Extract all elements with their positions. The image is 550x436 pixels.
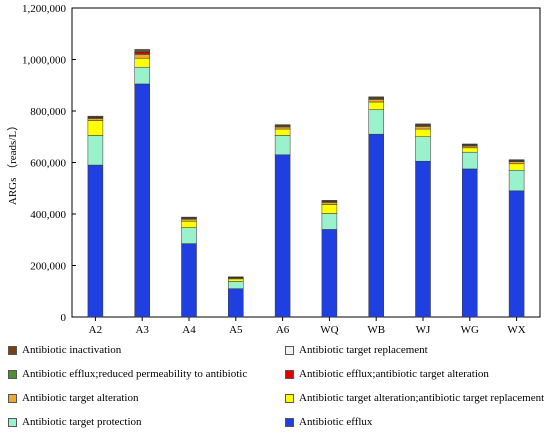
bar-segment [462,151,478,170]
x-tick-label: WJ [416,324,431,336]
bar-segment [134,83,150,318]
legend-item: Antibiotic efflux;reduced permeability t… [8,368,247,380]
x-tick-label: WB [367,324,385,336]
bar-segment [181,218,197,222]
bar-segment [181,216,197,219]
bar-segment [368,96,384,99]
x-tick-label: A2 [89,324,102,336]
legend-label: Antibiotic target alteration [22,392,139,404]
legend-label: Antibiotic target protection [22,416,142,428]
bar-segment [274,126,291,130]
legend-item: Antibiotic efflux [285,416,372,428]
bar-segment [87,120,104,136]
legend-swatch [8,369,17,379]
y-tick-label: 400,000 [30,209,66,221]
y-axis-label: ARGs （reads/L） [6,120,19,205]
bar-segment [228,278,244,282]
bar-segment [274,135,291,156]
bar-segment [321,229,338,318]
legend-swatch [285,369,294,379]
legend-label: Antibiotic target alteration;antibiotic … [299,392,545,404]
legend-item: Antibiotic target alteration;antibiotic … [285,392,544,404]
bar-segment [321,202,338,205]
bar-segment [508,161,525,165]
legend-item: Antibiotic inactivation [8,344,121,356]
x-tick-label: WQ [320,324,338,336]
bar-segment [508,169,525,192]
x-tick-label: A6 [276,324,290,336]
bar-segment [228,281,244,289]
y-tick-label: 0 [61,312,67,324]
bar-segment [415,136,431,162]
bar-segment [134,54,150,59]
bar-segment [181,243,197,318]
x-tick-label: WG [461,324,479,336]
legend-swatch [8,393,17,403]
legend-swatch [285,417,294,427]
bar-segment [415,126,431,130]
bar-segment [415,128,431,137]
bar-segment [368,99,384,103]
y-tick-label: 1,200,000 [22,3,67,15]
bar-segment [415,160,431,318]
legend-label: Antibiotic efflux;antibiotic target alte… [299,368,489,380]
bar-segment [87,118,104,121]
bar-segment [508,190,525,318]
legend-label: Antibiotic target replacement [299,344,428,356]
y-tick-label: 200,000 [30,261,66,273]
legend-item: Antibiotic efflux;antibiotic target alte… [285,368,489,380]
x-tick-label: A4 [182,324,196,336]
bar-segment [508,159,525,161]
bar-segment [87,135,104,166]
bar-segment [462,143,478,145]
y-tick-label: 600,000 [30,158,66,170]
bar-segment [321,204,338,214]
stacked-bar-chart: 0 200,000 400,000 600,000 800,000 1,000,000 1,… [6,3,541,336]
bar-segment [134,49,150,51]
bar-segment [228,288,244,318]
chart-legend: Antibiotic inactivation Antibiotic target… [0,340,550,436]
bar-segment [134,57,150,68]
legend-swatch [285,345,294,355]
legend-label: Antibiotic efflux [299,416,373,428]
bar-segment [134,52,150,55]
legend-label: Antibiotic inactivation [22,344,122,356]
bar-segment [508,163,525,171]
legend-label: Antibiotic efflux;reduced permeability t… [22,368,248,380]
legend-item: Antibiotic target protection [8,416,142,428]
bar-segment [415,123,431,126]
legend-item: Antibiotic target alteration [8,392,138,404]
bar-segment [462,147,478,153]
bar-segment [274,154,291,318]
legend-item: Antibiotic target replacement [285,344,428,356]
x-tick-label: WX [507,324,525,336]
bar-segment [321,213,338,230]
bar-segment [274,124,291,126]
bar-segment [462,145,478,149]
bar-segment [181,227,197,244]
bar-segment [87,115,104,118]
bar-segment [181,220,197,228]
y-tick-label: 1,000,000 [22,55,67,67]
bar-segment [274,128,291,136]
bar-segment [228,276,244,278]
bar-segment [462,168,478,318]
x-tick-label: A3 [135,324,149,336]
legend-swatch [8,417,17,427]
bar-segment [368,101,384,110]
legend-swatch [8,345,17,355]
bar-segment [368,133,384,318]
x-tick-label: A5 [229,324,243,336]
y-tick-label: 800,000 [30,106,66,118]
bar-segment [368,109,384,135]
bar-segment [321,200,338,202]
bar-segment [134,66,150,85]
bar-segment [87,164,104,318]
legend-swatch [285,393,294,403]
